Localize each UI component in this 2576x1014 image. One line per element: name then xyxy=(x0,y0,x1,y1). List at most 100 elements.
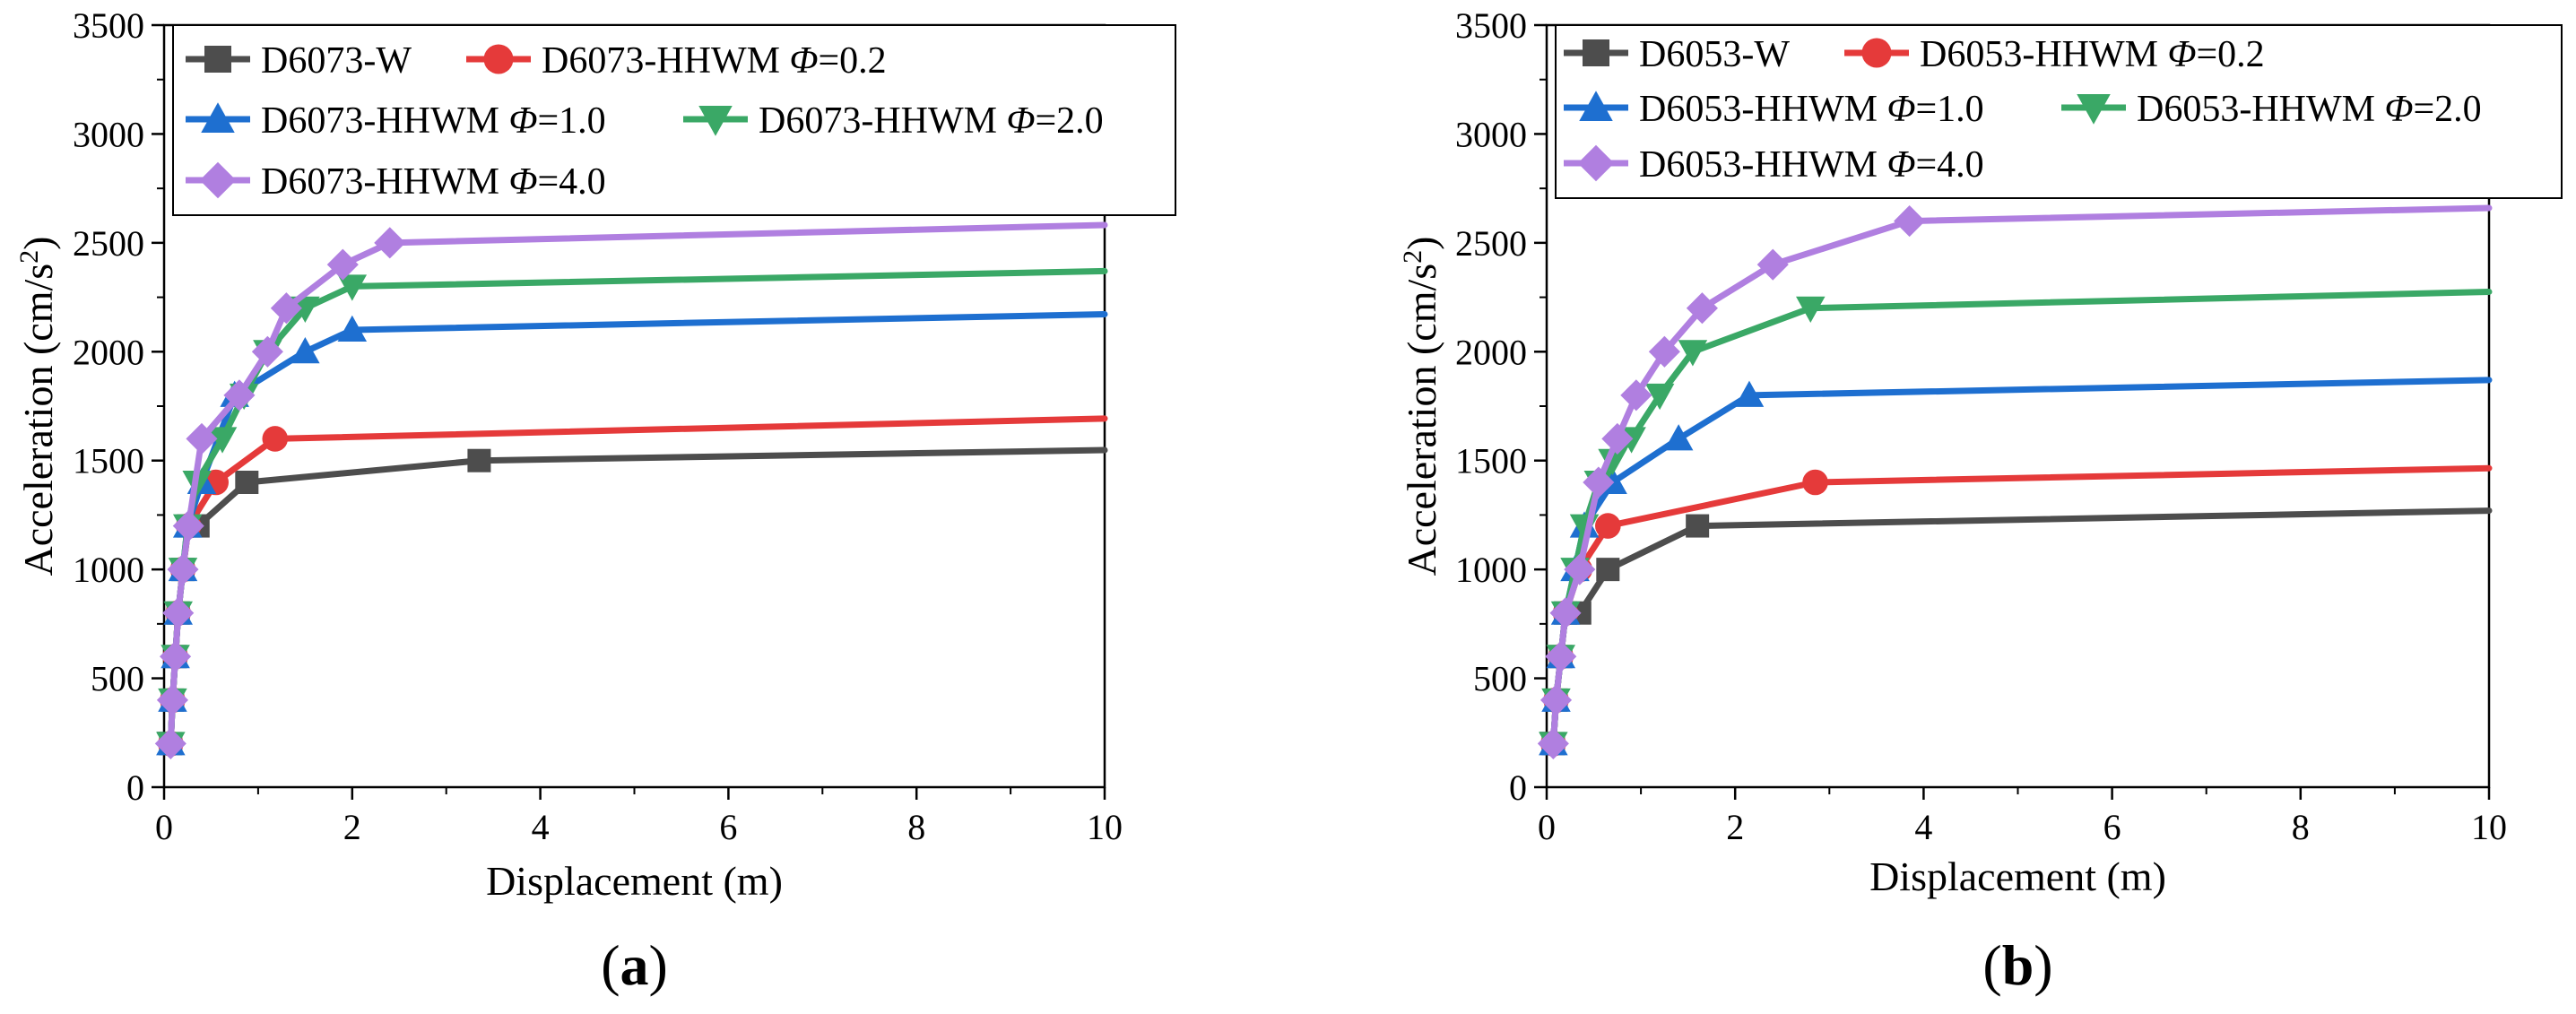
y-tick-label: 2500 xyxy=(73,223,144,264)
x-tick-label: 8 xyxy=(2292,807,2310,847)
legend-entry: D6073-HHWM Φ=2.0 xyxy=(683,100,1104,142)
legend-label-phi: Φ xyxy=(508,161,537,203)
series-line xyxy=(1549,507,2493,747)
legend-label-prefix: D6053-W xyxy=(1639,34,1790,75)
y-axis-label-superscript: 2 xyxy=(14,250,44,264)
legend-entry: D6053-HHWM Φ=1.0 xyxy=(1564,89,1984,130)
y-tick-label: 0 xyxy=(1509,767,1527,808)
legend-marker xyxy=(1583,39,1609,66)
legend-label-value: =4.0 xyxy=(1915,144,1983,186)
data-point xyxy=(1686,292,1718,325)
x-tick-label: 0 xyxy=(155,807,173,847)
legend-label: D6053-HHWM Φ=4.0 xyxy=(1639,144,1984,186)
y-axis-label: Acceleration (cm/s2) xyxy=(14,237,61,576)
data-point xyxy=(326,248,359,281)
data-point xyxy=(251,335,283,368)
series-line xyxy=(167,446,1108,747)
legend-label-phi: Φ xyxy=(2167,34,2196,75)
legend-label: D6053-HHWM Φ=1.0 xyxy=(1639,89,1984,130)
chart-panel-b: 0 2 4 6 8 10 0 500 1000 1500 2000 2500 3000 3500 Displ… xyxy=(1398,5,2563,997)
legend-entry: D6053-W xyxy=(1564,34,1790,75)
legend-label-value: =1.0 xyxy=(1915,89,1983,130)
legend-entry: D6073-HHWM Φ=0.2 xyxy=(466,40,887,82)
data-point xyxy=(1678,340,1708,367)
x-tick-label: 4 xyxy=(1914,807,1932,847)
x-tick-label: 2 xyxy=(343,807,361,847)
y-tick-label: 2000 xyxy=(1455,332,1527,372)
chart-panel-a: 0 2 4 6 8 10 0 500 1000 1500 2000 2500 3000 3500 Displ… xyxy=(14,5,1176,997)
legend-marker xyxy=(201,102,235,133)
panel-tag-open: ( xyxy=(601,933,620,997)
series-line xyxy=(1549,464,2493,747)
legend-label-phi: Φ xyxy=(2384,89,2413,130)
x-axis-label: Displacement (m) xyxy=(1869,854,2166,899)
x-tick-label: 6 xyxy=(719,807,737,847)
legend-marker xyxy=(2077,94,2111,125)
legend-marker xyxy=(204,46,231,73)
legend-label-phi: Φ xyxy=(789,40,818,82)
data-point xyxy=(1545,640,1577,672)
data-point xyxy=(291,337,320,364)
data-point xyxy=(207,427,238,454)
data-point xyxy=(235,471,259,494)
data-point xyxy=(1564,553,1596,585)
legend-box xyxy=(172,24,1176,216)
legend-marker xyxy=(1577,144,1615,182)
panel-tag-close: ) xyxy=(2034,933,2052,997)
data-point xyxy=(1598,448,1627,475)
legend-label-value: =4.0 xyxy=(537,161,605,203)
series-4 xyxy=(154,221,1108,759)
y-tick-label: 3000 xyxy=(73,114,144,154)
legend-marker xyxy=(483,44,514,74)
legend-label: D6073-W xyxy=(261,40,412,82)
y-tick-label: 1500 xyxy=(73,441,144,481)
legend-label-prefix: D6073-W xyxy=(261,40,412,82)
legend-label: D6053-W xyxy=(1639,34,1790,75)
x-tick-label: 6 xyxy=(2103,807,2121,847)
series-2 xyxy=(156,311,1108,756)
y-tick-label: 1000 xyxy=(73,550,144,590)
series-line xyxy=(1549,377,2493,747)
legend-label-phi: Φ xyxy=(1886,89,1915,130)
data-point xyxy=(1595,513,1621,539)
data-point xyxy=(270,292,302,325)
legend-label-value: =0.2 xyxy=(2196,34,2264,75)
legend-entry: D6053-HHWM Φ=0.2 xyxy=(1844,34,2265,75)
data-point xyxy=(1648,335,1680,368)
panel-tag-letter: b xyxy=(2002,933,2034,997)
panel-tag: (b) xyxy=(1982,933,2052,997)
y-tick-label: 0 xyxy=(126,767,144,808)
x-tick-label: 10 xyxy=(1087,807,1123,847)
legend-entry: D6073-W xyxy=(186,40,412,82)
legend-label-prefix: D6073-HHWM xyxy=(261,161,508,203)
legend-label-prefix: D6053-HHWM xyxy=(1639,89,1886,130)
y-tick-label: 1500 xyxy=(1455,441,1527,481)
legend-label-prefix: D6073-HHWM xyxy=(759,100,1006,142)
legend-entry: D6053-HHWM Φ=4.0 xyxy=(1564,144,1984,186)
series-4 xyxy=(1537,204,2493,759)
data-point xyxy=(1686,514,1710,538)
legend-label-value: =1.0 xyxy=(537,100,605,142)
x-tick-label: 0 xyxy=(1538,807,1556,847)
y-axis-label-superscript: 2 xyxy=(1398,250,1427,264)
y-tick-label: 500 xyxy=(91,659,144,699)
y-axis-label-end: ) xyxy=(15,237,61,250)
legend-entry: D6053-HHWM Φ=2.0 xyxy=(2061,89,2482,130)
data-point xyxy=(1583,466,1615,498)
series-2 xyxy=(1539,377,2493,756)
series-0 xyxy=(1541,507,2493,756)
legend-entry: D6073-HHWM Φ=4.0 xyxy=(186,161,606,203)
x-axis-label: Displacement (m) xyxy=(486,858,783,904)
legend-label-phi: Φ xyxy=(1886,144,1915,186)
x-tick-label: 8 xyxy=(907,807,925,847)
legend-box xyxy=(1555,24,2563,199)
series-3 xyxy=(1539,289,2493,758)
x-tick-label: 4 xyxy=(532,807,550,847)
data-point xyxy=(172,510,204,542)
data-point xyxy=(262,426,289,452)
data-point xyxy=(223,379,256,412)
series-line xyxy=(167,267,1108,747)
legend-marker xyxy=(199,161,237,199)
data-point xyxy=(1537,727,1569,759)
